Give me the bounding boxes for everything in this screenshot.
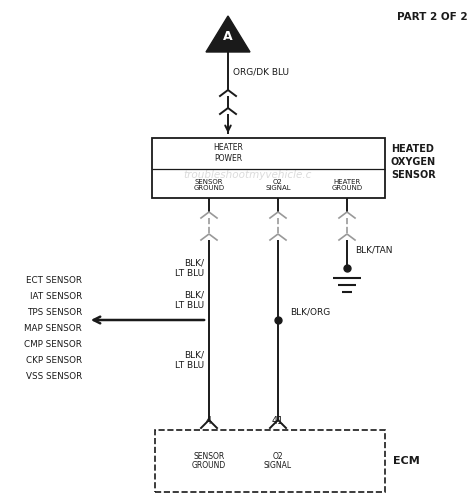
Text: HEATER
GROUND: HEATER GROUND: [331, 179, 363, 191]
Text: BLK/
LT BLU: BLK/ LT BLU: [175, 258, 204, 278]
Text: CMP SENSOR: CMP SENSOR: [24, 340, 82, 349]
Text: BLK/ORG: BLK/ORG: [290, 307, 330, 316]
Text: MAP SENSOR: MAP SENSOR: [24, 324, 82, 333]
Text: ORG/DK BLU: ORG/DK BLU: [233, 68, 289, 77]
Text: ECM: ECM: [393, 456, 420, 466]
Text: O2
SIGNAL: O2 SIGNAL: [265, 179, 291, 191]
Text: VSS SENSOR: VSS SENSOR: [26, 372, 82, 380]
Text: A: A: [223, 30, 233, 43]
Bar: [152, 138, 385, 198]
Text: 4: 4: [206, 416, 212, 426]
Text: BLK/TAN: BLK/TAN: [355, 246, 392, 254]
Text: IAT SENSOR: IAT SENSOR: [30, 291, 82, 300]
Text: BLK/
LT BLU: BLK/ LT BLU: [175, 291, 204, 310]
Text: TPS SENSOR: TPS SENSOR: [27, 307, 82, 317]
Bar: [155, 430, 385, 492]
Text: SENSOR
GROUND: SENSOR GROUND: [192, 452, 226, 470]
Polygon shape: [206, 16, 250, 52]
Text: O2
SIGNAL: O2 SIGNAL: [264, 452, 292, 470]
Text: CKP SENSOR: CKP SENSOR: [26, 356, 82, 365]
Text: SENSOR
GROUND: SENSOR GROUND: [193, 179, 225, 191]
Text: ECT SENSOR: ECT SENSOR: [26, 275, 82, 284]
Text: troubleshootmyvehicle.c: troubleshootmyvehicle.c: [184, 170, 312, 180]
Text: BLK/
LT BLU: BLK/ LT BLU: [175, 350, 204, 370]
Text: HEATER
POWER: HEATER POWER: [213, 143, 243, 163]
Text: HEATED
OXYGEN
SENSOR: HEATED OXYGEN SENSOR: [391, 144, 436, 180]
Text: 41: 41: [272, 416, 284, 426]
Text: PART 2 OF 2: PART 2 OF 2: [397, 12, 468, 22]
